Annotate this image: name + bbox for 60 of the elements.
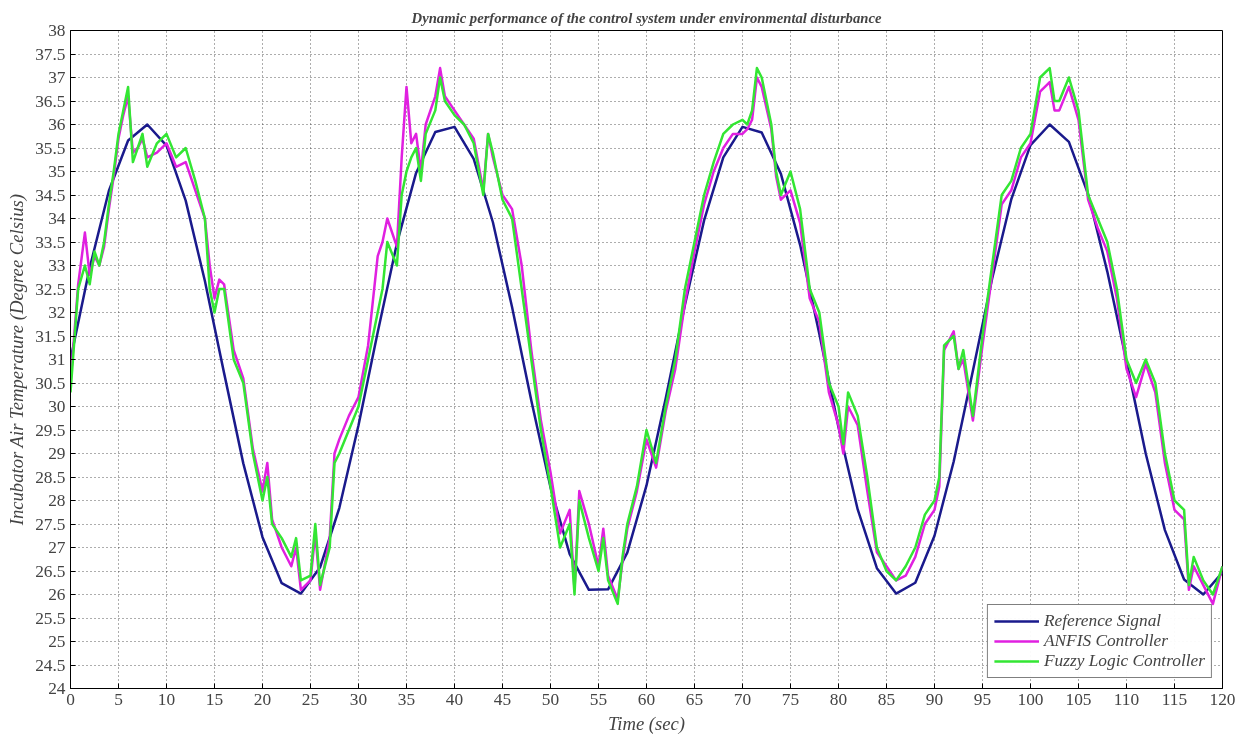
y-tick-label: 36 (48, 115, 66, 134)
y-tick-label: 30.5 (35, 373, 66, 393)
y-tick-label: 25 (48, 632, 66, 651)
y-tick-label: 29.5 (35, 420, 66, 440)
y-axis-title: Incubator Air Temperature (Degree Celsius) (6, 194, 29, 527)
y-tick-label: 27 (48, 538, 66, 557)
y-tick-label: 38 (48, 21, 66, 40)
y-tick-label: 26 (48, 585, 66, 604)
x-tick-label: 95 (973, 689, 992, 709)
y-tick-label: 27.5 (35, 514, 66, 534)
y-tick-label: 31 (48, 350, 66, 369)
y-tick-label: 24 (48, 679, 66, 698)
x-tick-label: 25 (301, 689, 320, 709)
x-axis-title: Time (sec) (607, 712, 686, 735)
x-tick-label: 65 (685, 689, 704, 709)
y-tick-label: 35 (48, 162, 66, 181)
y-tick-label: 32.5 (35, 279, 66, 299)
chart-title: Dynamic performance of the control system under environmental disturbance (410, 9, 882, 26)
x-tick-label: 10 (157, 689, 176, 709)
y-tick-label: 31.5 (35, 326, 66, 346)
y-tick-label: 25.5 (35, 608, 66, 628)
y-tick-label: 24.5 (35, 655, 66, 675)
x-tick-label: 105 (1065, 689, 1092, 709)
y-tick-label: 33 (48, 256, 66, 275)
y-tick-label: 28 (48, 491, 66, 510)
x-tick-label: 120 (1209, 689, 1236, 709)
x-tick-label: 30 (349, 689, 368, 709)
x-tick-label: 115 (1161, 689, 1188, 709)
y-tick-label: 34.5 (35, 185, 66, 205)
y-tick-label: 33.5 (35, 232, 66, 252)
x-tick-label: 15 (205, 689, 224, 709)
x-tick-label: 35 (397, 689, 416, 709)
x-tick-label: 20 (253, 689, 272, 709)
x-tick-label: 40 (445, 689, 464, 709)
x-tick-label: 75 (781, 689, 800, 709)
legend-label: ANFIS Controller (1043, 631, 1168, 651)
x-tick-label: 85 (877, 689, 896, 709)
x-tick-label: 5 (114, 689, 123, 709)
x-tick-label: 45 (493, 689, 512, 709)
y-tick-label: 34 (48, 209, 66, 228)
y-tick-label: 30 (48, 397, 66, 416)
x-tick-label: 0 (66, 689, 75, 709)
y-tick-label: 35.5 (35, 138, 66, 158)
y-tick-label: 37 (48, 68, 66, 87)
legend-label: Fuzzy Logic Controller (1043, 651, 1205, 671)
x-tick-label: 50 (541, 689, 560, 709)
y-tick-label: 32 (48, 303, 66, 322)
x-tick-label: 100 (1017, 689, 1044, 709)
x-tick-label: 80 (829, 689, 848, 709)
legend-label: Reference Signal (1043, 611, 1162, 631)
x-tick-label: 90 (925, 689, 944, 709)
y-tick-label: 29 (48, 444, 66, 463)
y-tick-label: 37.5 (35, 44, 66, 64)
x-tick-label: 70 (733, 689, 752, 709)
y-tick-label: 36.5 (35, 91, 66, 111)
x-tick-label: 60 (637, 689, 656, 709)
y-tick-label: 28.5 (35, 467, 66, 487)
y-tick-label: 26.5 (35, 561, 66, 581)
x-tick-label: 110 (1113, 689, 1140, 709)
x-tick-label: 55 (589, 689, 608, 709)
